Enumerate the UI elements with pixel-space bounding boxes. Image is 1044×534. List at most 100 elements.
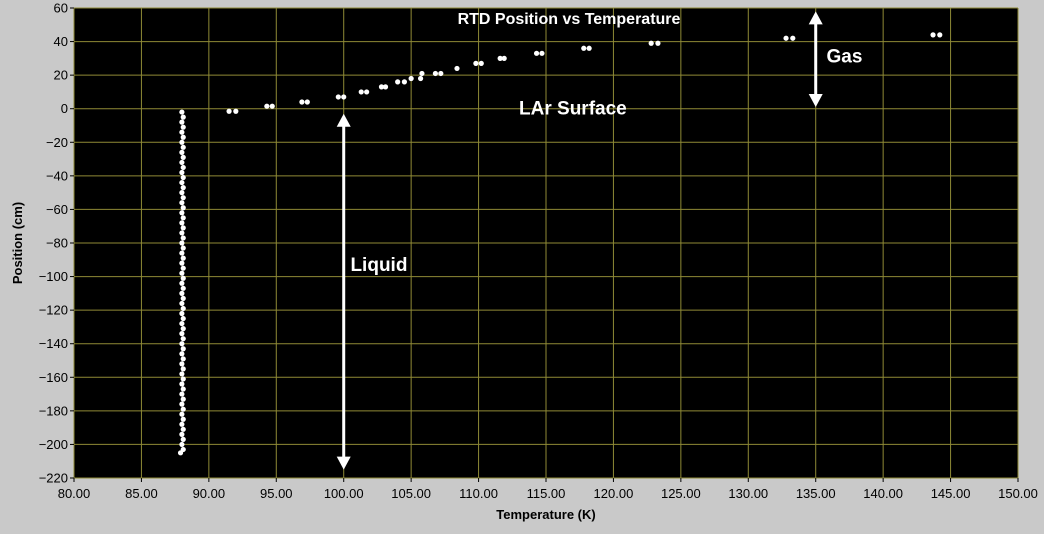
data-point bbox=[179, 129, 185, 135]
data-point bbox=[180, 285, 186, 291]
data-point bbox=[179, 431, 185, 437]
chart-title: RTD Position vs Temperature bbox=[458, 11, 681, 28]
data-point bbox=[179, 280, 185, 286]
annotation-arrows bbox=[336, 11, 823, 470]
data-point bbox=[358, 89, 364, 95]
x-tick-label: 100.00 bbox=[324, 486, 364, 501]
data-point bbox=[378, 84, 385, 90]
data-point bbox=[408, 75, 414, 82]
data-point bbox=[179, 331, 185, 337]
data-point bbox=[180, 346, 186, 352]
data-point bbox=[304, 99, 310, 105]
data-point bbox=[180, 265, 186, 271]
x-tick-label: 95.00 bbox=[260, 486, 293, 501]
data-point bbox=[180, 235, 186, 241]
annotation-label: Liquid bbox=[350, 255, 407, 276]
data-point bbox=[401, 79, 407, 85]
data-point bbox=[179, 421, 185, 427]
data-point bbox=[179, 391, 185, 397]
data-point bbox=[180, 356, 186, 362]
data-point bbox=[655, 40, 661, 46]
data-point bbox=[180, 144, 186, 150]
liquid-arrow bbox=[336, 113, 351, 470]
arrow-head-up bbox=[808, 11, 823, 25]
data-point bbox=[533, 50, 540, 56]
data-point bbox=[180, 315, 186, 322]
data-point bbox=[179, 290, 185, 296]
data-point bbox=[180, 406, 186, 412]
data-point bbox=[180, 426, 186, 432]
data-point bbox=[179, 381, 185, 387]
data-point bbox=[179, 159, 185, 166]
data-point bbox=[180, 205, 186, 211]
x-tick-label: 135.00 bbox=[796, 486, 836, 501]
arrow-head-up bbox=[336, 113, 351, 127]
data-point bbox=[179, 270, 185, 276]
data-point bbox=[586, 45, 592, 51]
annotations: LAr Surface Liquid Gas bbox=[350, 47, 862, 276]
x-tick-label: 145.00 bbox=[931, 486, 971, 501]
x-tick-label: 105.00 bbox=[391, 486, 431, 501]
x-tick-label: 115.00 bbox=[527, 486, 566, 501]
data-point bbox=[179, 149, 185, 155]
data-point bbox=[180, 305, 186, 312]
data-point bbox=[179, 411, 185, 417]
data-point bbox=[180, 255, 186, 261]
data-point bbox=[180, 376, 186, 382]
data-point bbox=[539, 50, 545, 56]
y-tick-label: −60 bbox=[46, 202, 68, 217]
x-tick-label: 125.00 bbox=[661, 486, 701, 501]
data-point bbox=[179, 169, 185, 176]
data-point bbox=[179, 250, 185, 256]
data-point bbox=[233, 108, 239, 114]
x-tick-label: 90.00 bbox=[193, 486, 226, 501]
data-point bbox=[473, 60, 479, 66]
data-point bbox=[179, 260, 185, 266]
data-point bbox=[497, 55, 503, 61]
data-point bbox=[937, 32, 943, 38]
y-tick-label: 0 bbox=[61, 101, 68, 116]
data-point bbox=[179, 341, 185, 347]
data-point bbox=[180, 215, 186, 221]
data-point bbox=[930, 32, 936, 38]
data-point bbox=[264, 103, 270, 109]
data-point bbox=[179, 240, 185, 246]
annotation-label: LAr Surface bbox=[519, 99, 627, 120]
data-point bbox=[341, 94, 347, 100]
data-point bbox=[180, 154, 186, 160]
x-axis-label: Temperature (K) bbox=[496, 507, 595, 522]
data-point bbox=[179, 119, 185, 125]
y-tick-labels: 60 40 20 0 −20 −40 −60 −80 −100 −120 −140 −160 −180 −… bbox=[39, 1, 74, 486]
data-point bbox=[180, 275, 186, 281]
y-tick-label: −40 bbox=[46, 168, 68, 183]
annotation-label: Gas bbox=[827, 47, 863, 68]
data-point bbox=[180, 396, 186, 402]
data-point bbox=[179, 210, 185, 216]
data-point bbox=[180, 326, 186, 332]
data-point bbox=[177, 450, 184, 456]
x-tick-label: 150.00 bbox=[998, 486, 1038, 501]
data-point bbox=[179, 220, 185, 226]
arrow-head-down bbox=[808, 94, 823, 108]
data-point bbox=[648, 40, 654, 46]
data-point bbox=[179, 310, 185, 317]
data-point bbox=[179, 441, 185, 448]
data-point bbox=[226, 108, 232, 114]
data-point bbox=[179, 109, 185, 115]
y-tick-label: −180 bbox=[39, 403, 68, 418]
x-tick-labels: 80.00 85.00 90.00 95.00 100.00 105.00 110.00 11… bbox=[58, 478, 1038, 501]
y-tick-label: −140 bbox=[39, 336, 68, 351]
data-point bbox=[179, 179, 185, 186]
data-point bbox=[180, 195, 186, 201]
x-tick-label: 140.00 bbox=[863, 486, 903, 501]
y-tick-label: −220 bbox=[39, 471, 68, 486]
data-point bbox=[438, 70, 444, 77]
data-point bbox=[581, 45, 587, 51]
data-point bbox=[180, 386, 186, 392]
data-point bbox=[179, 401, 185, 407]
x-tick-label: 130.00 bbox=[728, 486, 768, 501]
data-point bbox=[180, 124, 186, 130]
data-point bbox=[180, 366, 186, 372]
grid-lines bbox=[73, 7, 1019, 479]
